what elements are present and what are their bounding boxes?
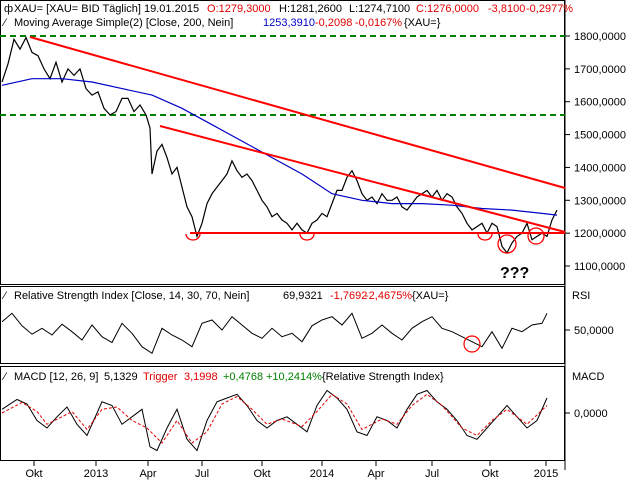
ma-value: 1253,3910 [263,17,315,29]
rsi-header: ∕ Relative Strength Index [Close, 14, 30… [1,290,590,302]
macd-trigger-line [1,393,548,444]
x-tick-label: Apr [139,468,156,480]
symbol-line: XAU= [XAU= BID Täglich] 19.01.2015 [14,3,199,15]
support-touch-1 [185,233,201,241]
macd-panel-name: MACD [572,371,604,383]
rsi-value: 69,9321 [283,290,323,302]
price-header: ф XAU= [XAU= BID Täglich] 19.01.2015 O:1… [1,3,573,29]
x-tick-label: Okt [253,468,270,480]
macd-line [1,389,548,452]
question-annotation: ??? [500,265,529,282]
price-y-tick-label: 1500,0000 [574,130,626,142]
x-tick-label: Jul [195,468,209,480]
price-series-line [1,36,558,255]
rsi-line [1,312,548,355]
support-touch-3 [477,233,493,241]
macd-header: ∕ MACD [12, 26, 9] 5,1329 Trigger 3,1998… [1,371,604,383]
ma-icon: ∕ [1,17,8,29]
x-tick-label: Apr [367,468,384,480]
close-value: C:1276,0000 [416,3,479,15]
price-y-axis: 1100,0000 1200,0000 1300,0000 1400,0000 1500… [565,31,626,273]
x-tick-label: 2015 [534,468,558,480]
macd-trigger-label: Trigger [143,371,178,383]
macd-y-tick-label: 0,0000 [574,408,608,420]
rsi-circle [463,335,481,353]
x-tick-label: Okt [481,468,498,480]
ma-ref: {XAU=} [404,17,441,29]
rsi-y-axis: 50,0000 [565,325,614,337]
x-tick-label: 2014 [310,468,334,480]
rsi-y-tick-label: 50,0000 [574,325,614,337]
open-value: O:1279,3000 [207,3,271,15]
ma-change: -0,2098 [315,17,352,29]
time-x-axis: Okt 2013 Apr Jul Okt 2014 Apr Jul Okt 2015 [25,461,558,480]
rsi-panel-name: RSI [572,290,590,302]
rsi-icon: ∕ [1,290,8,302]
change-pct-value: -0,2977% [526,3,573,15]
macd-icon: ∕ [1,371,8,383]
trendline-middle [159,125,566,233]
moving-average-line [1,78,558,216]
price-y-tick-label: 1200,0000 [574,228,626,240]
x-tick-label: 2013 [84,468,108,480]
break-circle-2 [527,227,545,245]
break-circle-1 [497,234,517,254]
macd-change: +0,4768 [223,371,263,383]
macd-ref: {Relative Strength Index} [322,371,444,383]
price-y-tick-label: 1700,0000 [574,64,626,76]
macd-change-pct: +10,2414% [266,371,322,383]
rsi-change: -1,7692 [330,290,367,302]
rsi-label: Relative Strength Index [Close, 14, 30, … [14,290,249,302]
ma-label: Moving Average Simple(2) [Close, 200, Ne… [14,17,233,29]
macd-label: MACD [12, 26, 9] [14,371,98,383]
support-touch-2 [299,233,315,241]
price-y-tick-label: 1800,0000 [574,31,626,43]
macd-trigger-value: 3,1998 [184,371,218,383]
rsi-ref: {XAU=} [412,290,449,302]
low-value: L:1274,7100 [349,3,410,15]
x-tick-label: Jul [425,468,439,480]
change-value: -3,8100 [488,3,525,15]
trendline-upper [29,36,566,189]
price-y-tick-label: 1300,0000 [574,195,626,207]
price-y-tick-label: 1600,0000 [574,97,626,109]
price-y-tick-label: 1100,0000 [574,261,625,273]
chart-icon: ф [4,3,13,15]
macd-y-axis: 0,0000 [565,408,608,420]
price-y-tick-label: 1400,0000 [574,162,626,174]
ma-change-pct: -0,0167% [355,17,402,29]
high-value: H:1281,2600 [279,3,342,15]
x-tick-label: Okt [25,468,42,480]
macd-value: 5,1329 [104,371,138,383]
price-panel-frame [0,0,565,285]
rsi-change-pct: -2,4675% [365,290,412,302]
